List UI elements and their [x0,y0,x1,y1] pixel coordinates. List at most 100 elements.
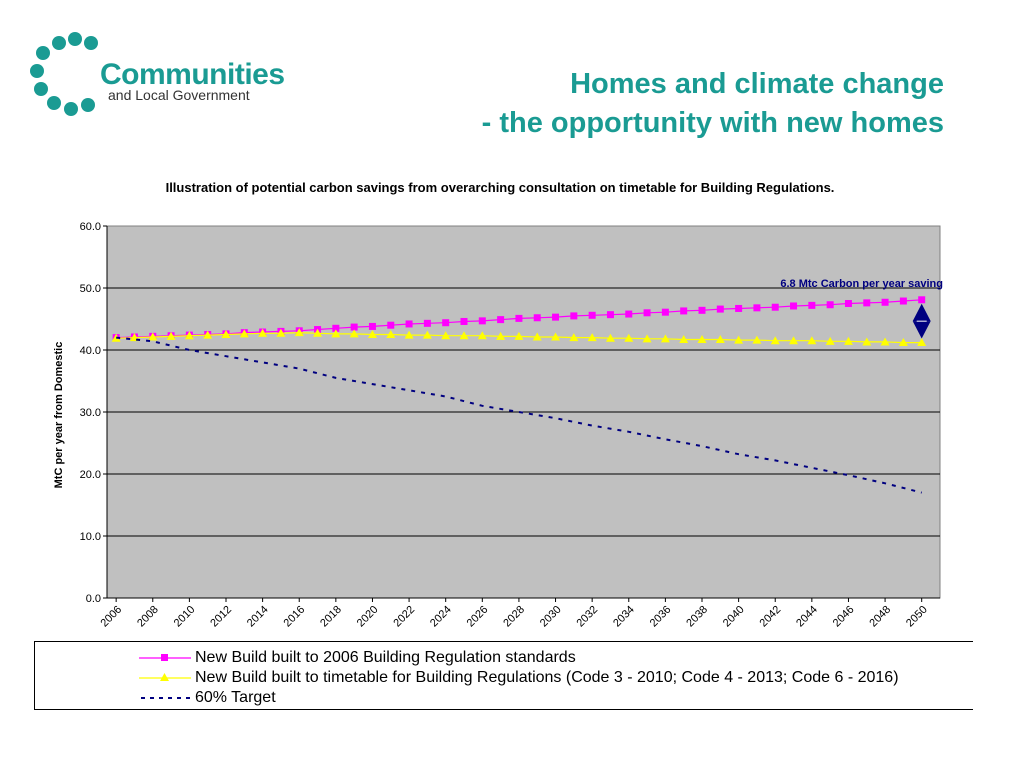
data-point [679,334,689,343]
x-tick-label: 2030 [538,604,564,630]
data-point [203,330,213,339]
y-tick-label: 50.0 [80,283,101,295]
x-tick-label: 2020 [355,604,381,630]
data-point [588,311,596,319]
data-point [148,332,158,341]
data-point [862,337,872,346]
data-point [843,336,853,345]
data-point [422,330,432,339]
data-point [570,312,578,320]
data-point [605,333,615,342]
data-point [423,319,431,327]
chart-title: Illustration of potential carbon savings… [165,180,835,195]
data-point [660,334,670,343]
data-point [533,314,541,322]
data-point [624,333,634,342]
logo-wordmark: Communities [100,58,285,91]
data-point [368,322,376,330]
logo: Communities and Local Government [28,30,285,120]
data-point [313,328,323,337]
data-point [735,304,743,312]
data-point [715,334,725,343]
data-point [276,328,286,337]
x-tick-label: 2046 [831,604,857,630]
x-tick-label: 2012 [208,604,234,630]
data-point [844,300,852,307]
y-tick-label: 30.0 [80,407,101,419]
slide-subtitle: - the opportunity with new homes [481,107,944,139]
x-tick-label: 2040 [721,604,747,630]
data-point [184,331,194,340]
data-point [551,332,561,341]
data-point [807,336,817,345]
x-tick-label: 2028 [501,604,527,630]
x-tick-label: 2022 [391,604,417,630]
data-point [459,331,469,340]
logo-dots-icon [30,32,98,116]
data-point [697,334,707,343]
data-point [826,301,834,309]
x-tick-label: 2048 [867,604,893,630]
data-point [680,307,688,315]
data-point [532,332,542,341]
data-point [404,330,414,339]
data-point [515,314,523,322]
data-point [587,333,597,342]
y-tick-label: 40.0 [80,345,101,357]
data-point [790,302,798,310]
x-tick-label: 2024 [428,604,454,630]
chart-legend: New Build built to 2006 Building Regulat… [34,641,973,710]
data-point [367,330,377,338]
data-point [496,331,506,340]
data-point [258,328,268,337]
data-point [752,335,762,344]
data-point [569,333,579,342]
data-point [917,338,927,347]
y-tick-label: 10.0 [80,531,101,543]
data-point [898,338,908,347]
saving-arrow-up-icon [912,303,931,322]
data-point [552,313,560,321]
data-point [881,298,889,306]
data-point [825,336,835,345]
data-point [331,329,341,338]
data-point [606,311,614,319]
data-point [111,333,121,342]
y-tick-label: 20.0 [80,469,101,481]
data-point [166,331,176,340]
data-point [478,317,486,325]
x-tick-label: 2038 [684,604,710,630]
series-line-2 [116,336,922,494]
data-point [863,299,871,307]
data-point [350,323,358,331]
data-point [643,309,651,317]
legend-label: New Build built to timetable for Buildin… [195,669,899,686]
data-point [753,304,761,312]
x-tick-label: 2034 [611,604,637,630]
data-point [698,306,706,314]
data-point [239,329,249,338]
data-point [221,330,231,338]
x-tick-label: 2032 [574,604,600,630]
x-tick-label: 2016 [282,604,308,630]
data-point [386,330,396,338]
y-axis-label: MtC per year from Domestic [53,342,65,489]
x-tick-label: 2026 [465,604,491,630]
data-point [441,331,451,340]
legend-triangle-marker-icon [139,673,191,681]
data-point [734,335,744,344]
legend-square-marker-icon [139,654,191,661]
x-tick-label: 2036 [648,604,674,630]
data-point [460,317,468,325]
data-point [808,301,816,309]
x-tick-label: 2006 [98,604,124,630]
data-point [642,334,652,343]
data-point [661,308,669,316]
data-point [789,336,799,345]
data-point [349,329,359,338]
legend-label: New Build built to 2006 Building Regulat… [195,649,576,666]
data-point [716,305,724,313]
slide-title: Homes and climate change [570,68,944,100]
data-point [442,319,450,327]
